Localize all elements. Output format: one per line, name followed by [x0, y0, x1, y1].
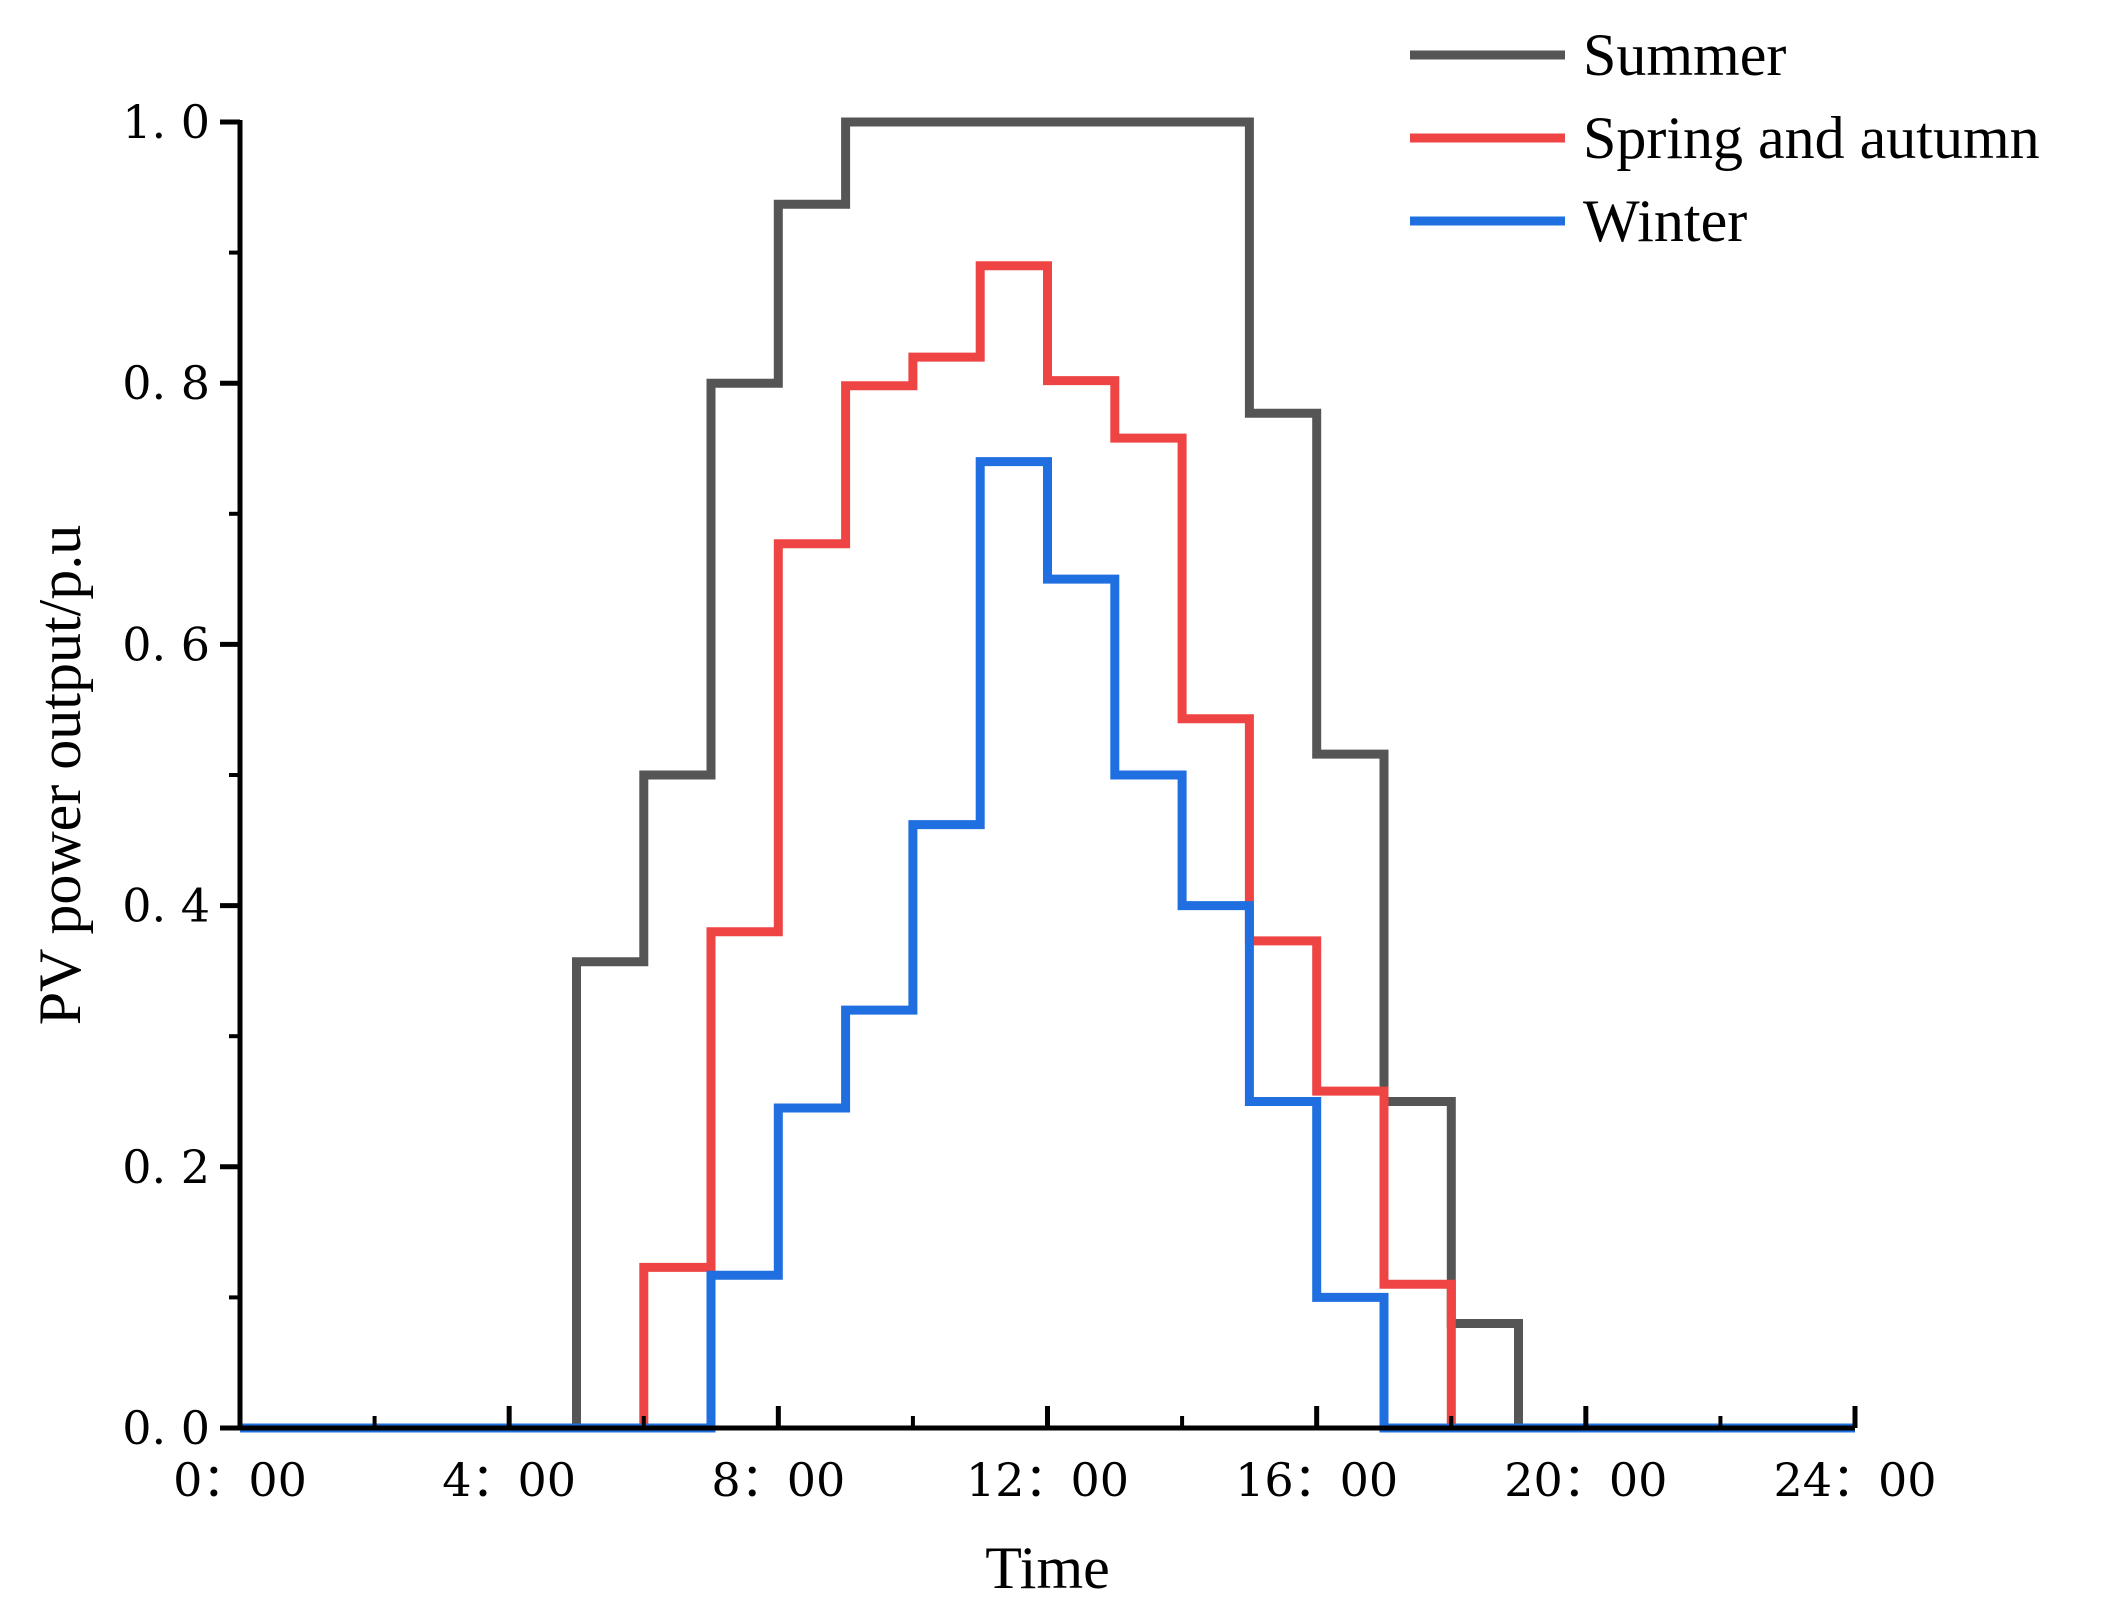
series-layer [240, 117, 1855, 1433]
y-tick-label: 0. 2 [122, 1140, 210, 1194]
legend-label: Summer [1583, 22, 1786, 88]
legend-label: Spring and autumn [1583, 105, 2040, 171]
series-line-summer [240, 117, 1855, 1433]
legend-label: Winter [1583, 188, 1747, 254]
x-tick-label: 8：00 [711, 1453, 845, 1507]
series-line-spring-and-autumn [240, 261, 1855, 1433]
x-tick-label: 4：00 [442, 1453, 576, 1507]
x-tick-label: 20：00 [1504, 1453, 1667, 1507]
ticks-layer: 0. 0 0. 2 0. 4 0. 6 0. 8 1. 0 0：00 4：00 8：00 12：0… [122, 95, 1936, 1507]
legend: Summer Spring and autumn Winter [1410, 22, 2040, 254]
y-tick-label: 0. 4 [122, 879, 210, 933]
x-tick-label: 24：00 [1773, 1453, 1936, 1507]
x-tick-label: 0：00 [173, 1453, 307, 1507]
y-tick-label: 1. 0 [122, 95, 210, 149]
y-axis-title: PV power output/p.u [27, 525, 93, 1026]
y-tick-label: 0. 8 [122, 356, 210, 410]
y-tick-label: 0. 0 [122, 1401, 210, 1455]
x-tick-label: 12：00 [966, 1453, 1129, 1507]
series-line-winter [240, 457, 1855, 1433]
y-tick-label: 0. 6 [122, 617, 210, 671]
x-axis-title: Time [985, 1535, 1110, 1601]
x-tick-label: 16：00 [1235, 1453, 1398, 1507]
